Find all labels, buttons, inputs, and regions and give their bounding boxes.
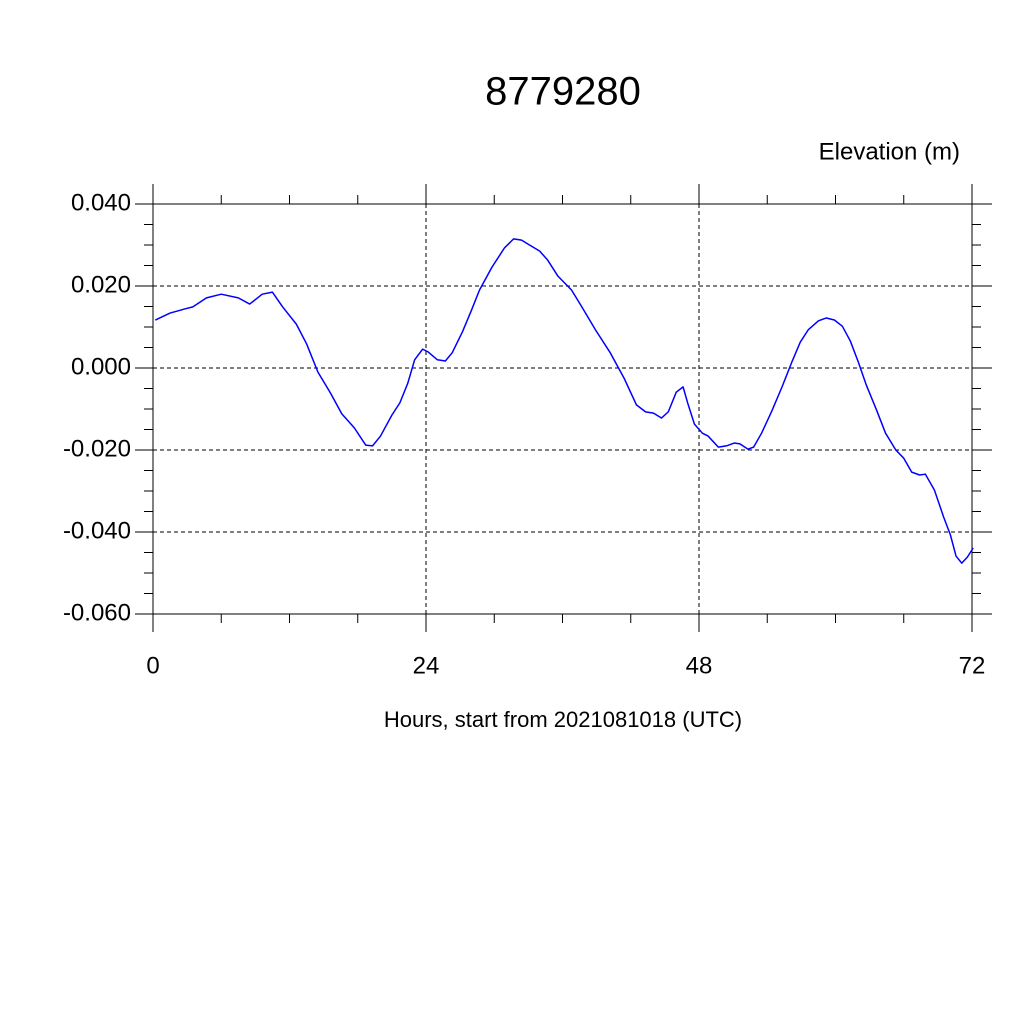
x-tick-label: 72 (959, 652, 986, 679)
y-tick-label: -0.020 (63, 435, 131, 462)
y-tick-label: -0.060 (63, 599, 131, 626)
plot-frame (152, 203, 973, 615)
y-tick-label: 0.040 (71, 189, 131, 216)
x-tick-label: 48 (686, 652, 713, 679)
chart-title: 8779280 (485, 70, 641, 114)
y-tick-label: -0.040 (63, 517, 131, 544)
x-tick-label: 24 (413, 652, 440, 679)
y-tick-label: 0.020 (71, 271, 131, 298)
x-axis-label: Hours, start from 2021081018 (UTC) (384, 707, 742, 732)
x-tick-label: 0 (146, 652, 159, 679)
y-tick-label: 0.000 (71, 353, 131, 380)
y-axis-label: Elevation (m) (819, 138, 960, 165)
data-line (154, 238, 974, 564)
